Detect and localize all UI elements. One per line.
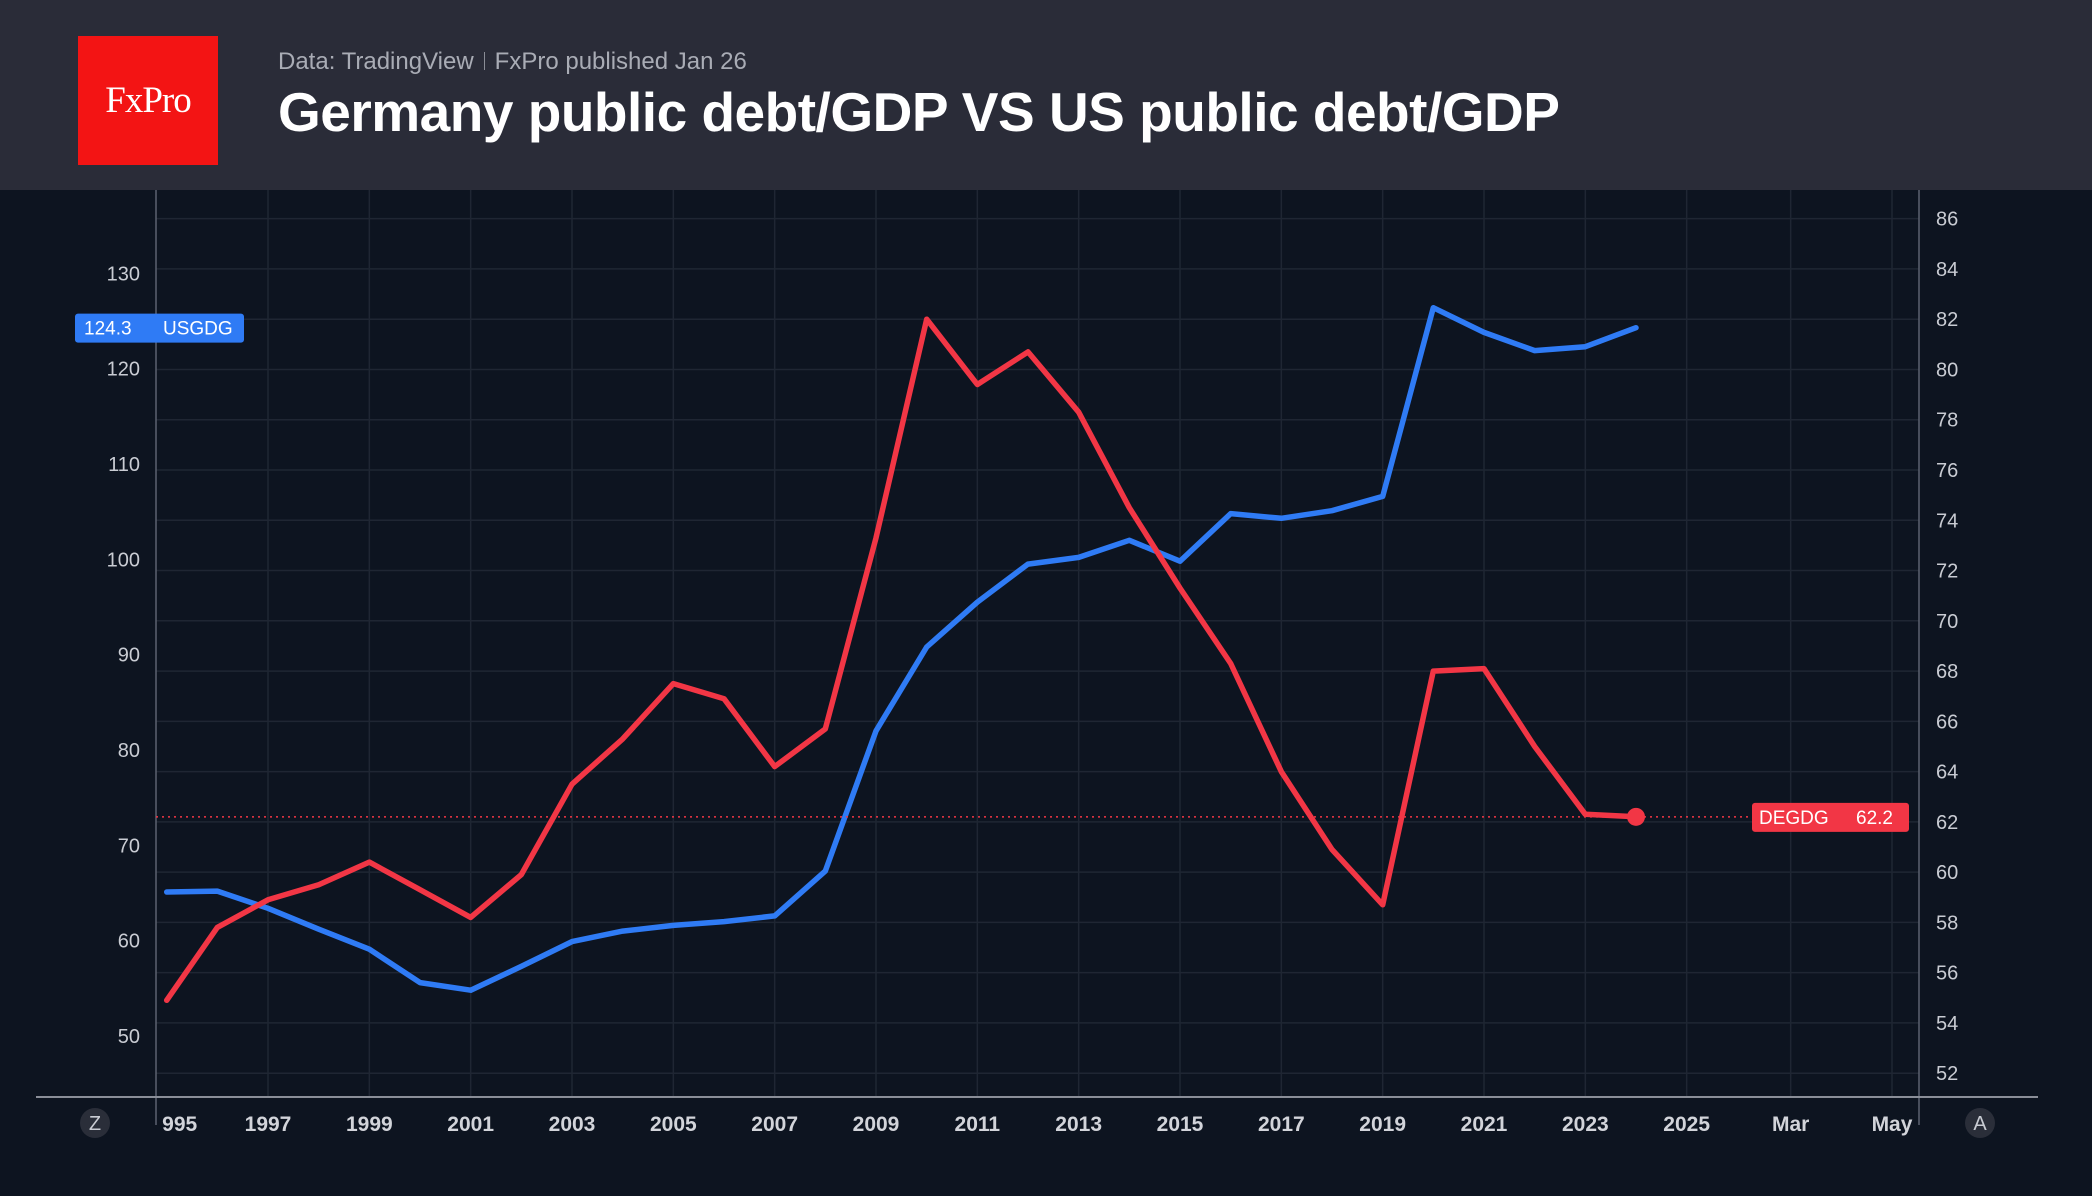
x-tick-label: 2005: [650, 1113, 697, 1136]
page-title: Germany public debt/GDP VS US public deb…: [278, 81, 1560, 143]
degdg-badge: [1752, 802, 1909, 832]
x-tick-label: 2003: [549, 1113, 596, 1136]
usgdg-badge-value: 124.3: [84, 319, 132, 340]
right-axis-tick: 68: [1936, 661, 1958, 683]
x-tick-label: 2013: [1055, 1113, 1102, 1136]
right-axis-tick: 86: [1936, 209, 1958, 231]
x-tick-label: Mar: [1772, 1113, 1809, 1136]
right-axis-tick: 52: [1936, 1063, 1958, 1085]
usgdg-badge-name: USGDG: [163, 319, 233, 340]
right-axis-tick: 70: [1936, 611, 1958, 633]
left-axis-tick: 110: [108, 454, 140, 476]
zoom-reset-button[interactable]: Z: [80, 1108, 110, 1138]
x-tick-label: 2009: [853, 1113, 900, 1136]
x-tick-label: 2017: [1258, 1113, 1305, 1136]
right-axis-tick: 84: [1936, 259, 1958, 281]
left-axis-tick: 70: [118, 835, 140, 857]
left-axis-tick: 120: [107, 359, 140, 381]
degdg-last-point: [1627, 807, 1645, 826]
x-tick-label: 2019: [1359, 1113, 1406, 1136]
degdg-badge-name: DEGDG: [1759, 808, 1829, 829]
axes: 995 1997 1999 2001 2003 2005 2007 2009 2011 2013 2…: [36, 190, 2038, 1136]
publisher: FxPro published Jan 26: [494, 48, 747, 75]
right-axis-tick: 80: [1936, 359, 1958, 381]
x-tick-label: 2007: [751, 1113, 798, 1136]
right-axis-tick: 54: [1936, 1013, 1958, 1035]
series-line-degdg: [163, 316, 1639, 1004]
right-axis-tick: 56: [1936, 963, 1958, 985]
left-axis-tick: 130: [107, 263, 140, 285]
x-tick-label: May: [1872, 1113, 1913, 1136]
x-tick-label: 1999: [346, 1113, 393, 1136]
z-label: Z: [89, 1113, 101, 1135]
right-axis-tick: 76: [1936, 460, 1958, 482]
left-axis-tick: 100: [107, 549, 140, 571]
a-label: A: [1973, 1113, 1987, 1135]
separator: [483, 52, 485, 70]
series-line-usgdg: [163, 304, 1639, 993]
right-axis-tick: 72: [1936, 561, 1958, 583]
right-axis-tick: 62: [1936, 812, 1958, 834]
x-tick-label: 1997: [245, 1113, 292, 1136]
right-axis-tick: 82: [1936, 309, 1958, 331]
x-tick-label: 2021: [1461, 1113, 1508, 1136]
right-axis-tick: 60: [1936, 862, 1958, 884]
x-tick-label: 2025: [1663, 1113, 1710, 1136]
right-axis-tick: 66: [1936, 711, 1958, 733]
x-tick-label: 995: [162, 1113, 197, 1136]
grid: [156, 190, 1919, 1097]
left-axis-tick: 50: [118, 1026, 140, 1048]
x-tick-label: 2001: [447, 1113, 494, 1136]
last-value-badges: 124.3 USGDG DEGDG 62.2: [75, 313, 1909, 832]
x-tick-label: 2015: [1157, 1113, 1204, 1136]
right-axis-tick: 64: [1936, 762, 1958, 784]
auto-scale-button[interactable]: A: [1965, 1108, 1995, 1138]
subtitle: Data: TradingView FxPro published Jan 26: [278, 48, 747, 76]
header: FxPro Data: TradingView FxPro published J…: [0, 0, 2092, 190]
fxpro-logo: FxPro: [78, 36, 218, 165]
usgdg-badge: [75, 313, 244, 343]
left-axis-tick: 60: [118, 931, 140, 953]
x-tick-label: 2023: [1562, 1113, 1609, 1136]
right-axis-tick: 58: [1936, 912, 1958, 934]
x-tick-label: 2011: [955, 1113, 1001, 1136]
data-source: Data: TradingView: [278, 48, 474, 75]
left-axis-tick: 80: [118, 740, 140, 762]
right-axis-tick: 78: [1936, 410, 1958, 432]
right-axis-tick: 74: [1936, 510, 1958, 532]
series-lines: [156, 304, 1752, 1004]
degdg-badge-value: 62.2: [1856, 808, 1893, 829]
left-axis-tick: 90: [118, 645, 140, 667]
